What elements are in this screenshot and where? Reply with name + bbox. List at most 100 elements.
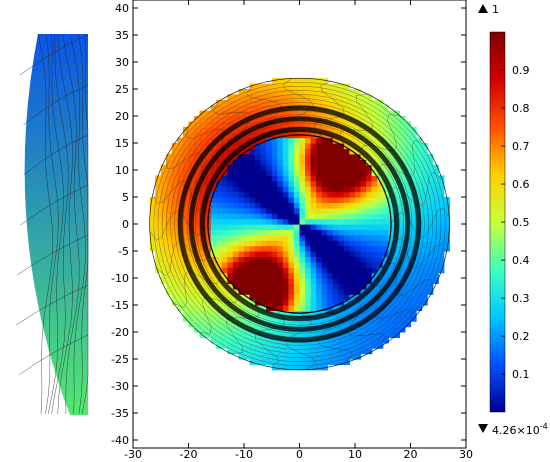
field-cell	[288, 283, 295, 290]
field-cell	[255, 337, 262, 344]
field-cell	[244, 164, 251, 171]
field-cell	[160, 186, 167, 193]
field-cell	[366, 159, 373, 166]
field-cell	[321, 294, 328, 301]
field-cell	[249, 348, 256, 355]
field-cell	[188, 283, 195, 290]
field-cell	[271, 272, 278, 279]
field-cell	[338, 180, 345, 187]
field-cell	[366, 234, 373, 241]
field-cell	[293, 89, 301, 95]
field-cell	[177, 175, 184, 182]
field-cell	[305, 164, 312, 171]
field-cell	[271, 267, 278, 274]
field-cell	[416, 175, 423, 182]
field-cell	[205, 240, 212, 247]
field-cell	[166, 288, 173, 295]
field-cell	[382, 121, 389, 128]
y-tick-label: 30	[115, 56, 129, 69]
field-cell	[355, 159, 362, 166]
field-cell	[343, 105, 351, 112]
field-cell	[277, 245, 284, 252]
field-cell	[360, 218, 367, 225]
field-cell	[343, 337, 351, 344]
field-cell	[438, 202, 445, 209]
field-cell	[316, 175, 323, 182]
field-cell	[443, 240, 450, 247]
field-cell	[443, 229, 450, 236]
field-cell	[410, 224, 417, 230]
field-cell	[371, 261, 378, 268]
field-cell	[299, 153, 306, 160]
field-cell	[410, 288, 417, 295]
field-cell	[421, 261, 428, 268]
field-cell	[249, 256, 256, 263]
field-cell	[244, 234, 251, 241]
field-cell	[166, 170, 173, 176]
field-cell	[205, 234, 212, 241]
field-cell	[299, 175, 306, 182]
field-cell	[282, 305, 289, 311]
field-cell	[277, 170, 284, 176]
field-cell	[399, 229, 406, 236]
field-cell	[332, 251, 339, 257]
field-cell	[244, 348, 251, 355]
field-cell	[388, 180, 395, 187]
field-cell	[305, 143, 312, 149]
field-cell	[288, 234, 295, 241]
field-cell	[188, 278, 195, 284]
field-cell	[366, 261, 373, 268]
field-cell	[232, 245, 240, 252]
field-cell	[194, 224, 201, 230]
field-cell	[232, 283, 240, 290]
field-cell	[349, 283, 356, 290]
field-cell	[249, 310, 256, 317]
field-cell	[232, 267, 240, 274]
field-cell	[171, 251, 178, 257]
field-cell	[338, 261, 345, 268]
field-cell	[310, 256, 317, 263]
field-cell	[388, 283, 395, 290]
field-cell	[432, 218, 439, 225]
field-cell	[288, 359, 295, 365]
field-cell	[216, 267, 223, 274]
field-cell	[410, 272, 417, 279]
field-cell	[177, 153, 184, 160]
field-cell	[277, 240, 284, 247]
field-cell	[377, 310, 384, 317]
field-cell	[427, 240, 434, 247]
field-cell	[282, 132, 289, 139]
field-cell	[388, 240, 395, 247]
field-cell	[293, 148, 301, 155]
field-cell	[316, 256, 323, 263]
field-cell	[205, 137, 212, 144]
field-cell	[366, 132, 373, 139]
field-cell	[277, 94, 284, 101]
field-cell	[293, 245, 301, 252]
field-cell	[299, 202, 306, 209]
field-cell	[221, 186, 228, 193]
field-cell	[182, 197, 190, 203]
field-cell	[227, 229, 234, 236]
field-cell	[221, 224, 228, 230]
field-cell	[371, 110, 378, 117]
field-cell	[355, 89, 362, 95]
field-cell	[216, 116, 223, 122]
field-cell	[271, 143, 278, 149]
field-cell	[177, 180, 184, 187]
field-cell	[210, 110, 217, 117]
field-cell	[216, 310, 223, 317]
field-cell	[149, 207, 156, 214]
field-cell	[327, 229, 334, 236]
field-cell	[271, 99, 278, 106]
field-cell	[216, 261, 223, 268]
field-cell	[305, 170, 312, 176]
field-cell	[271, 229, 278, 236]
field-cell	[310, 283, 317, 290]
field-cell	[221, 218, 228, 225]
field-cell	[266, 116, 273, 122]
field-cell	[282, 148, 289, 155]
field-cell	[332, 213, 339, 220]
field-cell	[205, 321, 212, 328]
field-cell	[316, 272, 323, 279]
